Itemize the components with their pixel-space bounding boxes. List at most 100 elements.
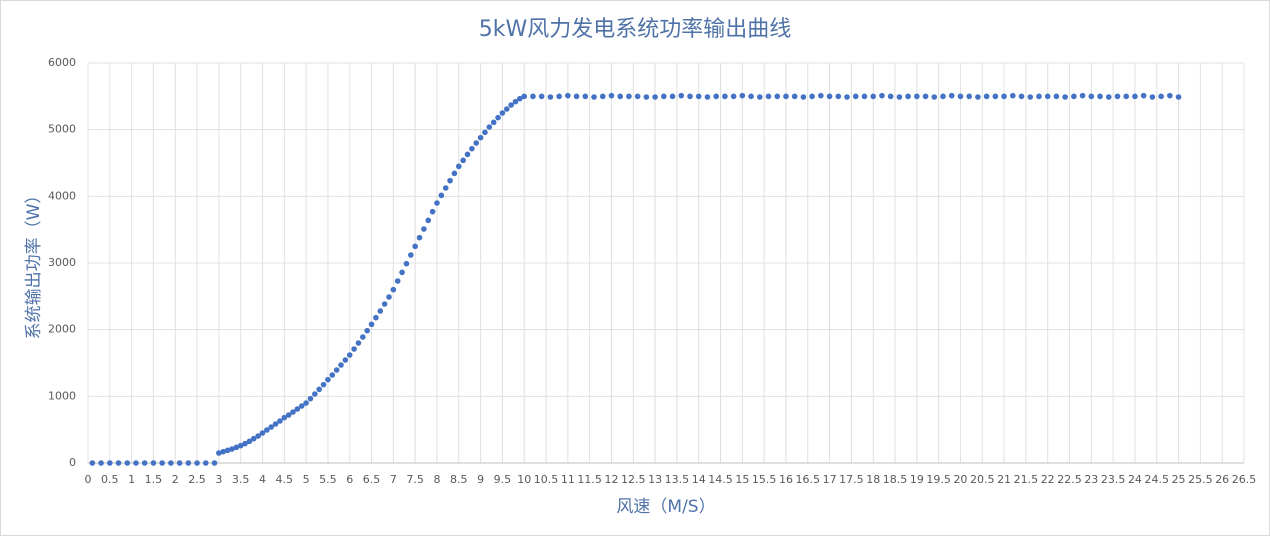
point	[922, 93, 929, 100]
point	[914, 93, 920, 100]
point	[695, 93, 702, 100]
point	[503, 106, 510, 112]
point	[1036, 93, 1042, 100]
point	[1062, 94, 1068, 100]
point	[739, 92, 746, 99]
point	[800, 94, 807, 100]
point	[573, 93, 580, 100]
point	[861, 93, 868, 100]
point	[421, 226, 427, 232]
point	[408, 252, 414, 258]
point	[394, 278, 401, 284]
point	[168, 460, 174, 466]
point	[905, 93, 911, 100]
x-tick-label: 11.5	[577, 473, 602, 486]
point	[521, 93, 528, 100]
point	[809, 93, 815, 100]
point	[835, 93, 842, 100]
x-tick-label: 20	[953, 473, 967, 486]
point	[490, 119, 497, 126]
point	[364, 327, 370, 334]
point	[259, 430, 266, 436]
point	[224, 447, 231, 454]
point	[469, 145, 475, 152]
point	[486, 124, 493, 130]
point	[477, 134, 484, 141]
point	[704, 94, 711, 100]
point	[150, 460, 157, 466]
point	[268, 424, 275, 430]
point	[447, 177, 453, 184]
point	[89, 460, 96, 466]
point	[983, 93, 990, 100]
x-tick-label: 25	[1172, 473, 1186, 486]
point	[591, 94, 597, 100]
x-tick-label: 7.5	[406, 473, 424, 486]
x-tick-label: 6.5	[363, 473, 381, 486]
x-tick-label: 1	[128, 473, 135, 486]
point	[455, 163, 462, 170]
y-axis-title: 系统输出功率（W）	[24, 187, 44, 340]
point	[159, 460, 165, 466]
x-tick-label: 8	[433, 473, 440, 486]
point	[652, 94, 658, 100]
x-tick-label: 18	[866, 473, 880, 486]
point	[434, 200, 440, 206]
x-tick-label: 20.5	[970, 473, 995, 486]
point	[669, 93, 676, 100]
point	[538, 93, 545, 100]
point	[1071, 93, 1077, 100]
point	[957, 93, 964, 100]
x-tick-label: 4.5	[276, 473, 294, 486]
point	[325, 376, 331, 383]
x-tick-label: 26	[1215, 473, 1229, 486]
x-tick-label: 26.5	[1232, 473, 1257, 486]
point	[626, 93, 632, 100]
point	[451, 170, 458, 177]
point	[748, 93, 754, 100]
x-tick-label: 13.5	[665, 473, 690, 486]
x-tick-label: 3	[215, 473, 222, 486]
point	[482, 129, 488, 136]
point	[499, 110, 506, 116]
x-tick-label: 25.5	[1188, 473, 1213, 486]
point	[412, 243, 418, 250]
x-tick-label: 16.5	[796, 473, 821, 486]
point	[438, 192, 445, 199]
point	[1044, 93, 1051, 100]
point	[141, 460, 148, 466]
point	[425, 217, 432, 224]
point	[556, 93, 562, 100]
chart-border	[0, 0, 1270, 536]
x-tick-label: 17	[823, 473, 837, 486]
point	[281, 414, 288, 421]
point	[399, 269, 405, 276]
point	[1027, 94, 1034, 100]
point	[403, 260, 410, 267]
point	[329, 372, 336, 378]
point	[826, 93, 833, 100]
point	[722, 93, 728, 100]
point	[342, 357, 349, 363]
x-tick-label: 12.5	[621, 473, 646, 486]
point	[381, 301, 388, 307]
point	[277, 418, 283, 424]
x-tick-label: 6	[346, 473, 353, 486]
point	[98, 460, 104, 466]
point	[237, 442, 244, 449]
point	[599, 93, 606, 100]
point	[233, 444, 240, 451]
x-tick-label: 14	[692, 473, 706, 486]
x-tick-label: 21.5	[1014, 473, 1039, 486]
point	[377, 308, 384, 314]
point	[643, 94, 650, 100]
point	[320, 381, 327, 388]
point	[312, 391, 318, 397]
point	[202, 460, 209, 466]
x-tick-label: 3.5	[232, 473, 250, 486]
point	[368, 321, 375, 328]
point	[246, 438, 253, 445]
point	[1010, 92, 1016, 99]
point	[495, 114, 501, 121]
point	[870, 93, 877, 100]
